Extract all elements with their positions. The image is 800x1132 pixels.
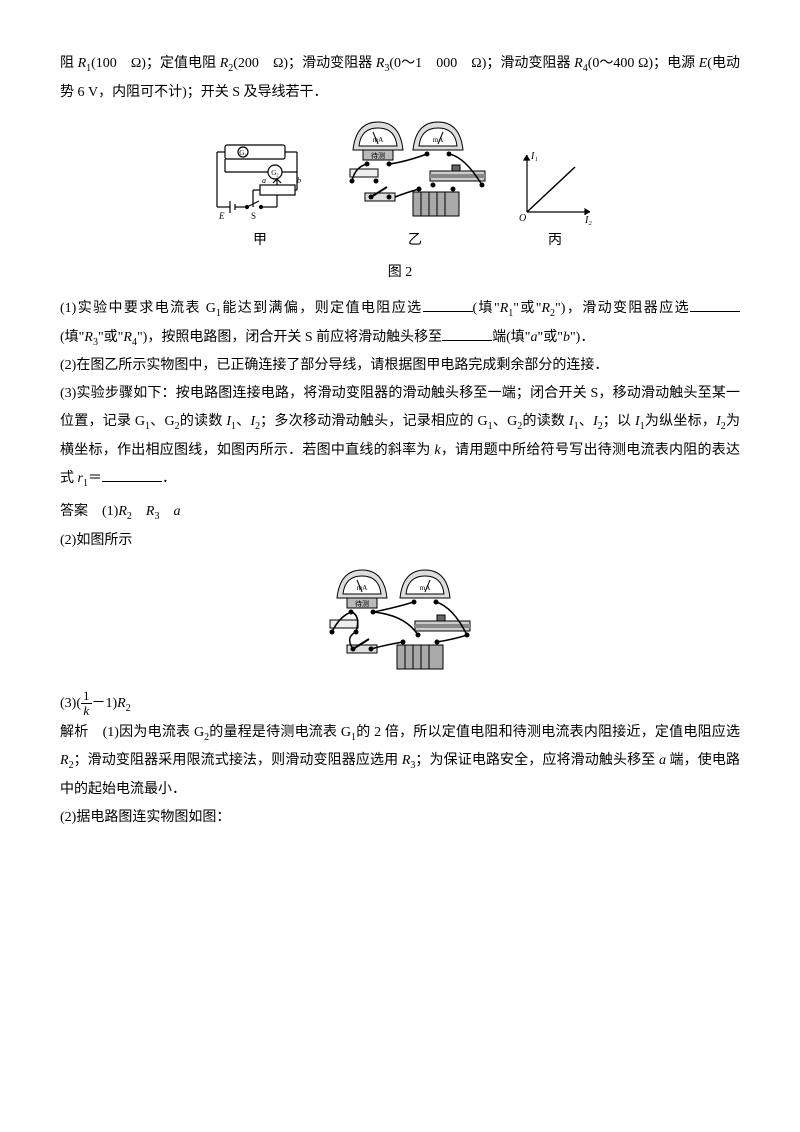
frac-num: 1 <box>81 689 92 704</box>
blank-rheostat <box>690 297 740 312</box>
explanation-2: (2)据电路图连实物图如图： <box>60 804 740 832</box>
t: ")． <box>570 330 594 345</box>
t: ． <box>162 471 176 486</box>
r1: R <box>78 56 87 71</box>
t: 的读数 <box>180 414 227 429</box>
svg-text:mA: mA <box>357 584 368 592</box>
t: 阻 <box>60 56 78 71</box>
t: ")，滑动变阻器应选 <box>555 301 690 316</box>
svg-text:mA: mA <box>433 136 444 144</box>
t: ；以 <box>603 414 635 429</box>
t: ；滑动变阻器采用限流式接法，则滑动变阻器应选用 <box>74 753 402 768</box>
answer-figure: mA 待测 mA <box>60 565 740 685</box>
t: 、 <box>236 414 250 429</box>
t: 、 <box>579 414 593 429</box>
intro-paragraph: 阻 R1(100 Ω)；定值电阻 R2(200 Ω)；滑动变阻器 R3(0～1 … <box>60 50 740 107</box>
b: b <box>563 330 570 345</box>
svg-text:mA: mA <box>420 584 431 592</box>
svg-text:mA: mA <box>373 136 384 144</box>
blank-expr <box>102 467 162 482</box>
t: －1) <box>92 696 118 711</box>
t: ＝ <box>88 471 102 486</box>
r: R <box>541 301 550 316</box>
fraction: 1k <box>81 689 92 719</box>
svg-text:O: O <box>519 213 526 224</box>
question-2: (2)在图乙所示实物图中，已正确连接了部分导线，请根据图甲电路完成剩余部分的连接… <box>60 352 740 380</box>
a: a <box>173 504 180 519</box>
svg-text:G₁: G₁ <box>239 149 247 157</box>
t <box>132 504 146 519</box>
svg-text:待测: 待测 <box>355 599 369 608</box>
t: 、G <box>493 414 518 429</box>
t: (0～1 000 Ω)；滑动变阻器 <box>389 56 574 71</box>
r: R <box>60 753 69 768</box>
svg-text:a: a <box>262 176 266 185</box>
blank-resistor <box>423 297 473 312</box>
t: ；多次移动滑动触头，记录相应的 G <box>260 414 487 429</box>
answer-1: 答案 (1)R2 R3 a <box>60 498 740 527</box>
t: 端(填" <box>492 330 530 345</box>
svg-text:G₂: G₂ <box>271 169 279 177</box>
t: "或" <box>98 330 123 345</box>
r: R <box>118 504 127 519</box>
answer-2: (2)如图所示 <box>60 527 740 555</box>
figure-jia: G₁ G₂ a b <box>205 137 315 255</box>
t: 解析 (1)因为电流表 G <box>60 725 204 740</box>
r: R <box>117 696 126 711</box>
t: (填" <box>60 330 84 345</box>
s: 2 <box>126 703 131 714</box>
r: R <box>123 330 132 345</box>
a: a <box>659 753 666 768</box>
e: E <box>699 56 708 71</box>
t: ；为保证电路安全，应将滑动触头移至 <box>415 753 659 768</box>
t: "或" <box>538 330 563 345</box>
t: 的读数 <box>522 414 569 429</box>
t: ")，按照电路图，闭合开关 S 前应将滑动触头移至 <box>137 330 442 345</box>
t: 能达到满偏，则定值电阻应选 <box>221 301 423 316</box>
question-3: (3)实验步骤如下：按电路图连接电路，将滑动变阻器的滑动触头移至一端；闭合开关 … <box>60 380 740 494</box>
a: a <box>531 330 538 345</box>
label-bing: 丙 <box>515 227 595 255</box>
t: 、G <box>150 414 175 429</box>
t <box>159 504 173 519</box>
t: (0～400 Ω)；电源 <box>588 56 699 71</box>
t: (200 Ω)；滑动变阻器 <box>233 56 376 71</box>
question-1: (1)实验中要求电流表 G1能达到满偏，则定值电阻应选(填"R1"或"R2")，… <box>60 295 740 353</box>
r: R <box>84 330 93 345</box>
figure-bing: I₁ I₂ O 丙 <box>515 147 595 255</box>
t: (100 Ω)；定值电阻 <box>91 56 220 71</box>
t: 答案 (1) <box>60 504 118 519</box>
figure-2-caption: 图 2 <box>60 259 740 287</box>
t: 的 2 倍，所以定值电阻和待测电流表内阻接近，定值电阻应选 <box>356 725 740 740</box>
svg-text:I₂: I₂ <box>584 215 592 226</box>
svg-text:I₁: I₁ <box>530 151 538 162</box>
svg-text:待测: 待测 <box>371 151 385 160</box>
label-jia: 甲 <box>205 227 315 255</box>
explanation-1: 解析 (1)因为电流表 G2的量程是待测电流表 G1的 2 倍，所以定值电阻和待… <box>60 719 740 805</box>
t: (3)( <box>60 696 81 711</box>
t: (1)实验中要求电流表 G <box>60 301 216 316</box>
t: (填" <box>473 301 500 316</box>
answer-3: (3)(1k－1)R2 <box>60 689 740 719</box>
r4: R <box>574 56 583 71</box>
figure-yi: mA 待测 mA <box>335 117 495 255</box>
r: R <box>500 301 509 316</box>
t: 为纵坐标， <box>645 414 716 429</box>
r2: R <box>220 56 229 71</box>
t: 的量程是待测电流表 G <box>209 725 351 740</box>
svg-text:b: b <box>297 176 301 185</box>
frac-den: k <box>81 704 92 718</box>
figure-2-row: G₁ G₂ a b <box>60 117 740 255</box>
blank-end <box>442 326 492 341</box>
t: "或" <box>513 301 541 316</box>
svg-text:E: E <box>218 211 225 221</box>
label-yi: 乙 <box>335 227 495 255</box>
svg-text:S: S <box>251 211 256 221</box>
